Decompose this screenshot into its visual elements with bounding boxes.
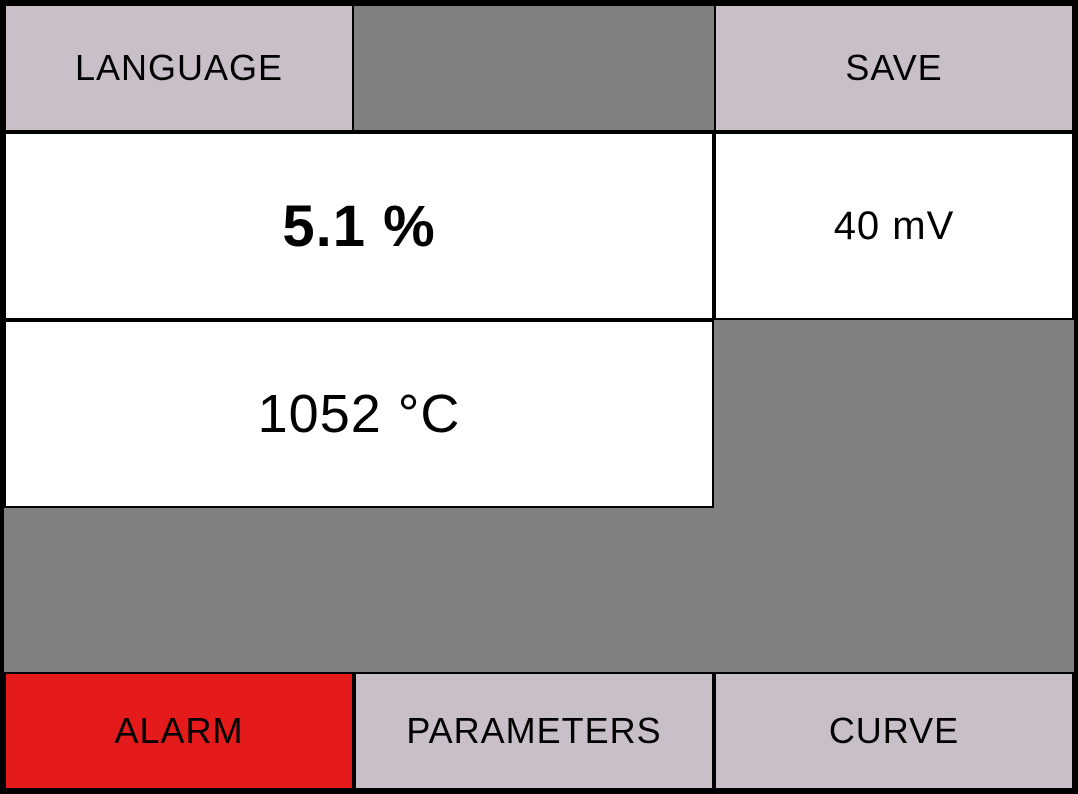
save-button[interactable]: SAVE	[714, 4, 1074, 132]
temperature-reading: 1052 °C	[4, 320, 714, 508]
curve-label: CURVE	[829, 710, 959, 752]
top-spacer	[354, 4, 714, 132]
parameters-button[interactable]: PARAMETERS	[354, 672, 714, 790]
save-label: SAVE	[845, 47, 942, 89]
language-button[interactable]: LANGUAGE	[4, 4, 354, 132]
parameters-label: PARAMETERS	[406, 710, 661, 752]
mid-spacer	[4, 508, 1074, 672]
voltage-value: 40 mV	[834, 204, 955, 249]
curve-button[interactable]: CURVE	[714, 672, 1074, 790]
alarm-label: ALARM	[114, 710, 243, 752]
temperature-value: 1052 °C	[258, 383, 461, 445]
percent-reading: 5.1 %	[4, 132, 714, 320]
hmi-screen: LANGUAGE SAVE 5.1 % 40 mV 1052 °C ALARM …	[0, 0, 1078, 794]
alarm-button[interactable]: ALARM	[4, 672, 354, 790]
voltage-reading: 40 mV	[714, 132, 1074, 320]
percent-value: 5.1 %	[282, 193, 435, 260]
language-label: LANGUAGE	[75, 47, 283, 89]
right-spacer	[714, 320, 1074, 508]
